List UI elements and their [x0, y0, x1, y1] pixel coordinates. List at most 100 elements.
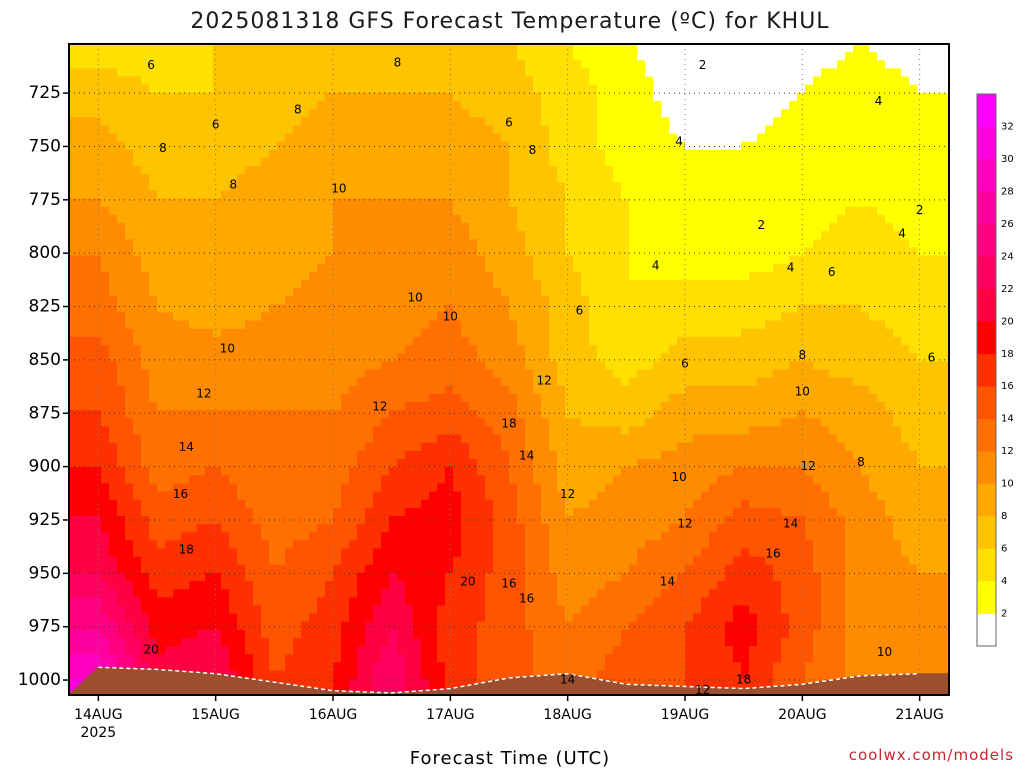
temperature-cell [381, 345, 390, 354]
temperature-cell [269, 247, 278, 257]
temperature-cell [69, 402, 78, 411]
temperature-cell [757, 206, 766, 216]
temperature-cell [549, 361, 558, 371]
temperature-cell [157, 402, 166, 411]
temperature-cell [821, 255, 830, 265]
temperature-cell [573, 214, 582, 224]
temperature-cell [453, 385, 462, 395]
temperature-cell [685, 149, 694, 159]
temperature-cell [773, 166, 782, 175]
temperature-cell [301, 174, 310, 183]
temperature-cell [773, 402, 782, 411]
temperature-cell [893, 68, 902, 78]
temperature-cell [549, 345, 558, 354]
temperature-cell [941, 117, 950, 126]
temperature-cell [277, 166, 286, 175]
temperature-cell [373, 60, 382, 70]
temperature-cell [429, 336, 438, 346]
temperature-cell [653, 239, 662, 249]
temperature-cell [469, 402, 478, 411]
temperature-cell [557, 353, 566, 362]
temperature-cell [309, 247, 318, 257]
temperature-cell [877, 345, 886, 354]
temperature-cell [253, 44, 262, 53]
temperature-cell [669, 353, 678, 362]
temperature-cell [429, 393, 438, 403]
temperature-cell [653, 76, 662, 86]
temperature-cell [717, 393, 726, 403]
temperature-cell [197, 353, 206, 362]
temperature-cell [125, 320, 134, 330]
temperature-cell [741, 402, 750, 411]
temperature-cell [829, 377, 838, 387]
temperature-cell [917, 109, 926, 118]
temperature-cell [813, 353, 822, 362]
temperature-cell [261, 271, 270, 281]
temperature-cell [493, 361, 502, 371]
temperature-cell [293, 402, 302, 411]
temperature-cell [413, 279, 422, 289]
temperature-cell [533, 190, 542, 200]
temperature-cell [621, 214, 630, 224]
temperature-cell [285, 247, 294, 257]
temperature-cell [333, 361, 342, 371]
temperature-cell [469, 288, 478, 297]
temperature-cell [869, 304, 878, 314]
temperature-cell [773, 174, 782, 183]
temperature-cell [325, 402, 334, 411]
temperature-cell [829, 263, 838, 273]
temperature-cell [197, 133, 206, 143]
temperature-cell [797, 393, 806, 403]
temperature-cell [773, 247, 782, 257]
temperature-cell [245, 312, 254, 322]
temperature-cell [373, 271, 382, 281]
temperature-cell [493, 109, 502, 118]
temperature-cell [797, 336, 806, 346]
temperature-cell [661, 239, 670, 249]
temperature-cell [261, 133, 270, 143]
temperature-cell [93, 109, 102, 118]
temperature-cell [381, 402, 390, 411]
temperature-cell [677, 149, 686, 159]
temperature-cell [645, 296, 654, 305]
temperature-cell [285, 231, 294, 240]
temperature-cell [309, 133, 318, 143]
temperature-cell [213, 231, 222, 240]
temperature-cell [725, 44, 734, 53]
temperature-cell [525, 84, 534, 94]
temperature-cell [501, 214, 510, 224]
temperature-cell [293, 328, 302, 338]
temperature-cell [613, 312, 622, 322]
temperature-cell [309, 214, 318, 224]
temperature-cell [781, 345, 790, 354]
temperature-cell [189, 76, 198, 86]
temperature-cell [365, 239, 374, 249]
temperature-cell [245, 377, 254, 387]
temperature-cell [901, 255, 910, 265]
temperature-cell [709, 182, 718, 192]
temperature-cell [933, 402, 942, 411]
temperature-cell [253, 190, 262, 200]
temperature-cell [821, 223, 830, 232]
temperature-cell [461, 345, 470, 354]
temperature-cell [101, 271, 110, 281]
temperature-cell [861, 214, 870, 224]
temperature-cell [317, 141, 326, 151]
temperature-cell [741, 149, 750, 159]
temperature-cell [77, 157, 86, 167]
temperature-cell [413, 410, 422, 419]
temperature-cell [517, 361, 526, 371]
temperature-cell [445, 288, 454, 297]
temperature-cell [757, 198, 766, 208]
temperature-cell [493, 206, 502, 216]
temperature-cell [669, 60, 678, 70]
temperature-cell [117, 288, 126, 297]
temperature-cell [853, 60, 862, 70]
temperature-cell [253, 166, 262, 175]
temperature-cell [109, 271, 118, 281]
temperature-cell [717, 182, 726, 192]
temperature-cell [741, 377, 750, 387]
temperature-cell [405, 190, 414, 200]
temperature-cell [941, 328, 950, 338]
temperature-cell [717, 76, 726, 86]
